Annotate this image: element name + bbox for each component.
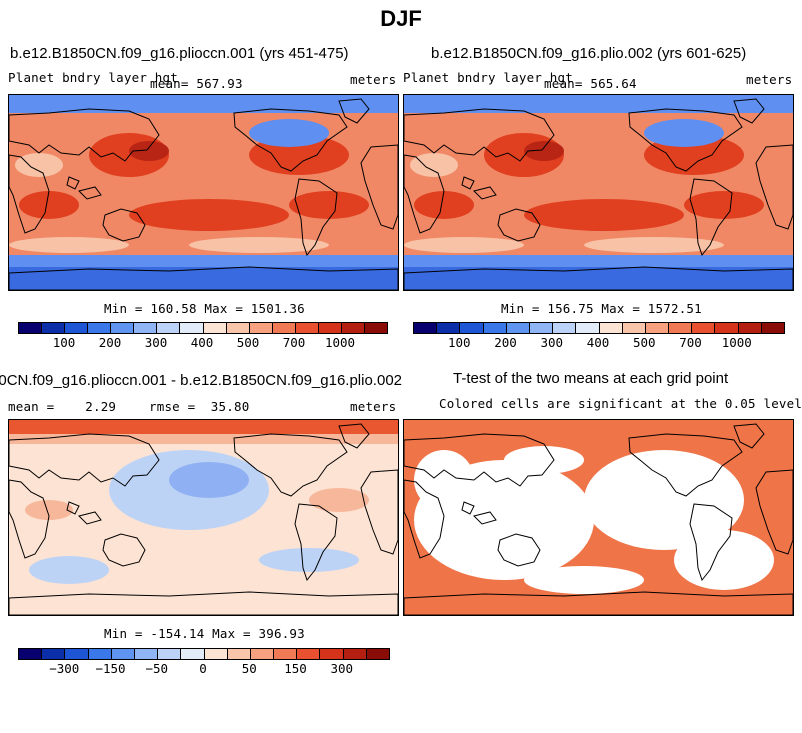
panel1-min-max: Min = 160.58 Max = 1501.36 [104, 301, 305, 316]
colorbar-tick-label: −50 [145, 661, 169, 676]
panel1-units-label: meters [350, 72, 397, 87]
colorbar-tick-label: 400 [190, 335, 214, 350]
panel4-title: T-test of the two means at each grid poi… [453, 370, 729, 387]
colorbar-tick-label: 500 [236, 335, 260, 350]
colorbar-tick-label: 700 [679, 335, 702, 350]
colorbar-tick-label: 300 [144, 335, 168, 350]
panel1-title: b.e12.B1850CN.f09_g16.plioccn.001 (yrs 4… [10, 45, 349, 62]
panel3-title-clip: b.e12.B1850CN.f09_g16.plioccn.001 - b.e1… [0, 372, 402, 389]
panel2-min-max: Min = 156.75 Max = 1572.51 [501, 301, 702, 316]
colorbar-tick-label: 200 [494, 335, 517, 350]
colorbar-tick-label: 100 [52, 335, 76, 350]
panel1-map [8, 94, 399, 291]
colorbar-swatch [599, 323, 623, 333]
colorbar-swatch [88, 323, 112, 333]
colorbar-tick-label: −300 [49, 661, 80, 676]
colorbar-swatch [88, 649, 112, 659]
coastlines [9, 98, 398, 290]
colorbar-swatch [272, 323, 296, 333]
colorbar-tick-label: 700 [282, 335, 306, 350]
panel3-title: b.e12.B1850CN.f09_g16.plioccn.001 - b.e1… [0, 372, 402, 389]
colorbar-tick-label: 150 [284, 661, 307, 676]
colorbar-swatch [65, 323, 89, 333]
coastlines [9, 423, 398, 615]
colorbar-tick-label: 1000 [721, 335, 752, 350]
colorbar-swatch [343, 649, 367, 659]
colorbar-swatch [250, 649, 275, 659]
colorbar-swatch [364, 323, 387, 333]
colorbar-swatch [483, 323, 507, 333]
colorbar-swatch [761, 323, 784, 333]
panel2-mean-label: mean= 565.64 [544, 76, 637, 91]
colorbar-swatch [203, 323, 227, 333]
colorbar-tick-label: 500 [632, 335, 656, 350]
panel1-colorbar [18, 322, 388, 334]
colorbar-swatch [738, 323, 762, 333]
figure-title: DJF [380, 6, 422, 31]
colorbar-swatch [529, 323, 554, 333]
colorbar-swatch [715, 323, 739, 333]
panel4-significance-note: Colored cells are significant at the 0.0… [439, 396, 802, 411]
colorbar-swatch [645, 323, 670, 333]
panel3-mean-label: mean = 2.29 [8, 399, 117, 414]
colorbar-swatch [506, 323, 530, 333]
coastlines [404, 423, 793, 615]
panel3-min-max: Min = -154.14 Max = 396.93 [104, 626, 305, 641]
colorbar-swatch [180, 323, 204, 333]
coastlines [404, 98, 793, 290]
colorbar-tick-label: 1000 [324, 335, 356, 350]
colorbar-tick-label: 0 [199, 661, 207, 676]
colorbar-tick-label: −150 [95, 661, 126, 676]
colorbar-swatch [42, 323, 66, 333]
colorbar-swatch [181, 649, 205, 659]
colorbar-swatch [297, 649, 321, 659]
colorbar-swatch [204, 649, 228, 659]
panel2-title: b.e12.B1850CN.f09_g16.plio.002 (yrs 601-… [431, 45, 747, 62]
panel2-map [403, 94, 794, 291]
colorbar-tick-label: 100 [447, 335, 471, 350]
colorbar-swatch [414, 323, 438, 333]
colorbar-tick-label: 400 [586, 335, 610, 350]
colorbar-tick-label: 200 [98, 335, 122, 350]
colorbar-swatch [366, 649, 389, 659]
panel2-variable-label: Planet bndry layer hgt [403, 70, 573, 85]
colorbar-swatch [226, 323, 250, 333]
colorbar-swatch [437, 323, 461, 333]
colorbar-tick-label: 300 [540, 335, 564, 350]
panel3-units-label: meters [350, 399, 397, 414]
colorbar-swatch [553, 323, 577, 333]
colorbar-swatch [249, 323, 273, 333]
colorbar-swatch [157, 323, 181, 333]
panel1-variable-label: Planet bndry layer hgt [8, 70, 178, 85]
panel3-colorbar [18, 648, 390, 660]
colorbar-swatch [341, 323, 365, 333]
colorbar-swatch [42, 649, 66, 659]
colorbar-swatch [134, 649, 159, 659]
colorbar-swatch [227, 649, 251, 659]
colorbar-swatch [274, 649, 298, 659]
panel3-map [8, 419, 399, 616]
panel1-mean-label: mean= 567.93 [150, 76, 243, 91]
panel2-units-label: meters [746, 72, 793, 87]
panel2-colorbar [413, 322, 785, 334]
colorbar-swatch [111, 649, 135, 659]
colorbar-tick-label: 300 [330, 661, 354, 676]
colorbar-tick-label: 50 [241, 661, 257, 676]
colorbar-swatch [318, 323, 342, 333]
colorbar-swatch [65, 649, 89, 659]
colorbar-swatch [622, 323, 646, 333]
panel4-map [403, 419, 794, 616]
colorbar-swatch [460, 323, 484, 333]
colorbar-swatch [134, 323, 158, 333]
colorbar-swatch [158, 649, 182, 659]
colorbar-swatch [19, 323, 43, 333]
colorbar-swatch [669, 323, 693, 333]
colorbar-swatch [19, 649, 43, 659]
colorbar-swatch [692, 323, 716, 333]
colorbar-swatch [295, 323, 319, 333]
colorbar-swatch [320, 649, 344, 659]
panel3-rmse-label: rmse = 35.80 [149, 399, 250, 414]
colorbar-swatch [111, 323, 135, 333]
colorbar-swatch [576, 323, 600, 333]
